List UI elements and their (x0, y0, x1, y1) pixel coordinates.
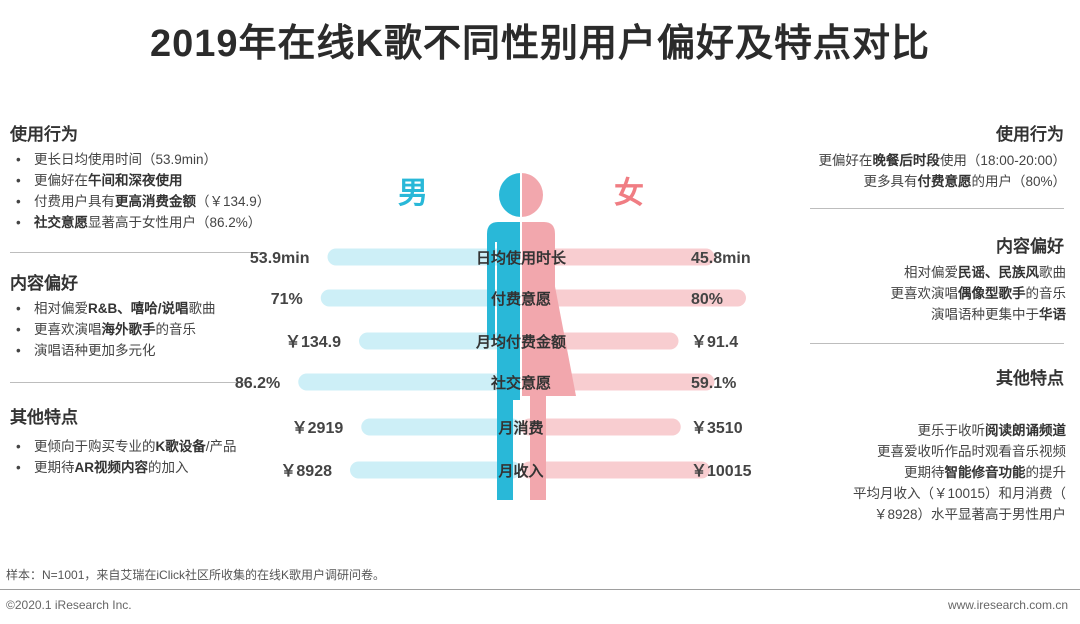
category-label: 社交意愿 (490, 374, 551, 392)
female-value-label: ￥91.4 (691, 334, 738, 351)
female-value-label: 59.1% (691, 375, 736, 392)
category-label: 付费意愿 (491, 290, 551, 308)
list-item: 更喜欢演唱海外歌手的音乐 (10, 319, 216, 340)
list-item: 更多具有付费意愿的用户（80%） (863, 174, 1066, 189)
website-link[interactable]: www.iresearch.com.cn (947, 598, 1068, 612)
divider (10, 382, 245, 383)
female-value-label: 45.8min (691, 250, 751, 267)
male-usage-title: 使用行为 (10, 125, 78, 144)
female-bar (521, 461, 710, 479)
list-item: 演唱语种更集中于华语 (931, 307, 1066, 322)
male-value-label: 71% (271, 291, 303, 308)
list-item: 更喜欢演唱偶像型歌手的音乐 (890, 286, 1067, 301)
male-bar (359, 332, 521, 350)
category-label: 月均付费金额 (475, 333, 566, 351)
list-item: 社交意愿显著高于女性用户（86.2%） (10, 212, 270, 233)
male-body (487, 222, 521, 500)
male-bar (361, 418, 521, 436)
male-bar (298, 373, 521, 391)
male-value-label: ￥8928 (280, 463, 332, 480)
male-bar (327, 248, 521, 266)
list-item: ￥8928）水平显著高于男性用户 (873, 507, 1066, 522)
female-body (521, 222, 576, 500)
list-item: 更期待AR视频内容的加入 (10, 457, 237, 478)
male-value-label: 86.2% (235, 375, 280, 392)
female-content-list: 相对偏爱民谣、民族风歌曲更喜欢演唱偶像型歌手的音乐演唱语种更集中于华语 (869, 262, 1067, 325)
female-usage-list: 更偏好在晚餐后时段使用（18:00-20:00） 更多具有付费意愿的用户（80%） (796, 150, 1066, 192)
male-content-list: 相对偏爱R&B、嘻哈/说唱歌曲更喜欢演唱海外歌手的音乐演唱语种更加多元化 (10, 298, 216, 361)
list-item: 付费用户具有更高消费金额（￥134.9） (10, 191, 270, 212)
male-bar (320, 289, 521, 307)
list-item: 更偏好在午间和深夜使用 (10, 170, 270, 191)
female-value-label: 80% (691, 291, 723, 308)
male-value-label: 53.9min (250, 250, 310, 267)
divider (810, 343, 1064, 344)
category-label: 月收入 (497, 462, 543, 480)
list-item: 更长日均使用时间（53.9min） (10, 149, 270, 170)
male-content-title: 内容偏好 (10, 274, 78, 293)
category-label: 日均使用时长 (476, 249, 567, 267)
female-value-label: ￥3510 (691, 420, 743, 437)
list-item: 更偏好在晚餐后时段使用（18:00-20:00） (818, 153, 1066, 168)
female-bar (521, 418, 681, 436)
male-head (499, 173, 521, 217)
list-item: 相对偏爱民谣、民族风歌曲 (904, 265, 1066, 280)
female-head (521, 173, 543, 217)
male-bar (350, 461, 521, 479)
divider (10, 252, 262, 253)
male-label: 男 (398, 177, 428, 210)
female-other-title: 其他特点 (996, 369, 1064, 388)
list-item: 更倾向于购买专业的K歌设备/产品 (10, 436, 237, 457)
male-other-list: 更倾向于购买专业的K歌设备/产品更期待AR视频内容的加入 (10, 436, 237, 478)
list-item: 演唱语种更加多元化 (10, 340, 216, 361)
male-usage-list: 更长日均使用时间（53.9min）更偏好在午间和深夜使用付费用户具有更高消费金额… (10, 149, 270, 233)
page-title: 2019年在线K歌不同性别用户偏好及特点对比 (150, 23, 930, 65)
footer-divider (0, 589, 1080, 590)
female-value-label: ￥10015 (691, 463, 752, 480)
list-item: 相对偏爱R&B、嘻哈/说唱歌曲 (10, 298, 216, 319)
female-other-list: 更乐于收听阅读朗诵频道更喜爱收听作品时观看音乐视频更期待智能修音功能的提升平均月… (831, 420, 1066, 525)
sample-footnote: 样本：N=1001，来自艾瑞在iClick社区所收集的在线K歌用户调研问卷。 (6, 568, 386, 582)
list-item: 更喜爱收听作品时观看音乐视频 (877, 444, 1066, 459)
male-value-label: ￥134.9 (285, 334, 341, 351)
female-usage-title: 使用行为 (996, 125, 1064, 144)
list-item: 平均月收入（￥10015）和月消费（ (852, 486, 1066, 501)
female-bar (521, 289, 746, 307)
female-bar (521, 248, 715, 266)
female-content-title: 内容偏好 (996, 237, 1064, 256)
female-label: 女 (614, 177, 644, 210)
male-other-title: 其他特点 (10, 408, 78, 427)
list-item: 更期待智能修音功能的提升 (904, 465, 1066, 480)
person-figure (487, 173, 576, 500)
list-item: 更乐于收听阅读朗诵频道 (917, 423, 1067, 438)
copyright: ©2020.1 iResearch Inc. (6, 598, 132, 612)
divider (810, 208, 1064, 209)
male-value-label: ￥2919 (292, 420, 344, 437)
category-label: 月消费 (497, 419, 543, 437)
